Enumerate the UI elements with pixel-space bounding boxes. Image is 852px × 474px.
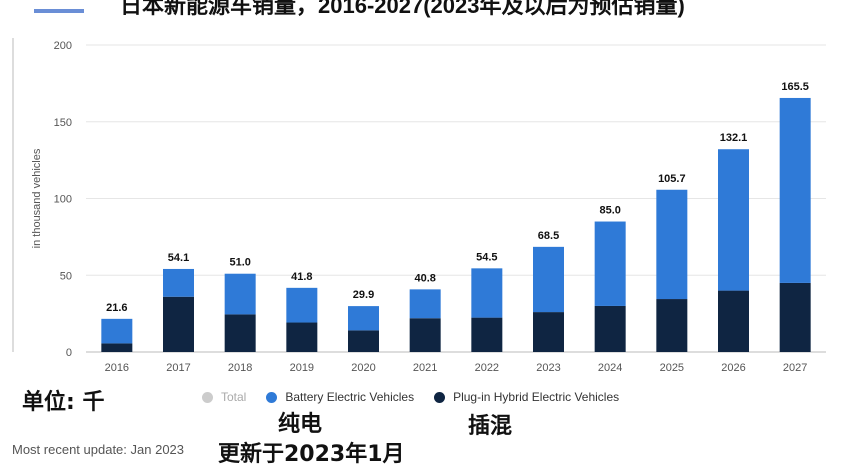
bar-phev-2017 [163,296,194,352]
unit-annotation: 单位: 千 [22,390,105,415]
bar-bev-2018 [224,273,256,315]
title-accent-bar [34,9,84,13]
bar-bev-2023 [533,246,564,313]
data-label-2022: 54.5 [476,251,497,263]
bar-bev-2027 [779,97,811,283]
x-tick-label-2024: 2024 [598,362,622,374]
y-tick-label: 100 [54,194,72,206]
y-tick-label: 0 [66,347,72,359]
x-tick-label-2019: 2019 [290,362,314,374]
bar-bev-2016 [101,318,133,344]
legend: Total Battery Electric Vehicles Plug-in … [202,390,639,404]
bar-phev-2016 [101,343,133,352]
x-tick-label-2025: 2025 [660,362,684,374]
x-tick-label-2021: 2021 [413,362,437,374]
y-tick-label: 200 [54,40,72,52]
data-label-2019: 41.8 [291,271,312,283]
bar-phev-2019 [286,322,318,352]
data-label-2025: 105.7 [658,173,686,185]
x-tick-label-2026: 2026 [721,362,745,374]
bar-phev-2020 [348,330,379,352]
data-label-2027: 165.5 [781,81,809,93]
bar-bev-2022 [471,268,503,318]
bar-bev-2017 [163,268,194,297]
bar-phev-2025 [656,299,688,352]
legend-phev-dot [434,391,446,403]
legend-total-label: Total [221,390,247,404]
data-label-2024: 85.0 [599,205,620,217]
bar-phev-2018 [224,314,256,352]
x-tick-label-2022: 2022 [475,362,499,374]
update-cn-annotation: 更新于2023年1月 [218,442,405,467]
data-label-2021: 40.8 [414,272,435,284]
bar-bev-2019 [286,287,318,323]
legend-item-total[interactable]: Total [202,390,246,404]
bar-phev-2026 [718,290,749,352]
bev-cn-annotation: 纯电 [278,412,323,437]
x-tick-label-2017: 2017 [166,362,190,374]
bar-phev-2021 [409,318,441,352]
bar-phev-2023 [533,312,564,352]
legend-item-bev[interactable]: Battery Electric Vehicles [266,390,414,404]
x-tick-label-2027: 2027 [783,362,807,374]
data-label-2017: 54.1 [168,252,189,264]
x-tick-label-2018: 2018 [228,362,252,374]
bar-phev-2024 [594,305,626,352]
legend-phev-label: Plug-in Hybrid Electric Vehicles [453,390,620,404]
y-tick-label: 50 [60,270,72,282]
phev-cn-annotation: 插混 [468,414,513,439]
x-tick-label-2023: 2023 [536,362,560,374]
y-axis-label: in thousand vehicles [31,148,43,248]
bar-phev-2022 [471,317,503,352]
bar-chart: 0 50 100 150 200 in thousand vehicles 21.6 2016… [12,38,826,374]
bar-bev-2021 [409,289,441,319]
data-label-2016: 21.6 [106,302,127,314]
y-tick-label: 150 [54,117,72,129]
x-tick-label-2020: 2020 [351,362,375,374]
bar-bev-2024 [594,221,626,306]
chart-title: 日本新能源车销量，2016-2027(2023年及以后为预估销量) [120,0,685,18]
legend-bev-dot [266,391,278,403]
bar-phev-2027 [779,282,811,352]
footer-update-text: Most recent update: Jan 2023 [12,442,185,457]
bar-bev-2025 [656,189,688,300]
legend-item-phev[interactable]: Plug-in Hybrid Electric Vehicles [434,390,619,404]
legend-bev-label: Battery Electric Vehicles [285,390,415,404]
data-label-2026: 132.1 [720,132,748,144]
bar-bev-2020 [348,306,379,331]
data-label-2020: 29.9 [353,289,374,301]
x-tick-label-2016: 2016 [105,362,129,374]
bar-bev-2026 [718,149,749,291]
legend-total-dot [202,391,213,403]
data-label-2018: 51.0 [229,257,250,269]
data-label-2023: 68.5 [538,230,559,242]
